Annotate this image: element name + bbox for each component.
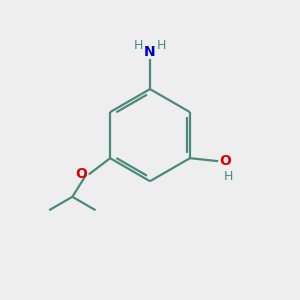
Text: H: H: [157, 39, 166, 52]
Text: N: N: [144, 45, 156, 59]
Text: O: O: [75, 167, 87, 181]
Text: O: O: [219, 154, 231, 168]
Text: H: H: [224, 170, 233, 183]
Text: H: H: [134, 39, 143, 52]
